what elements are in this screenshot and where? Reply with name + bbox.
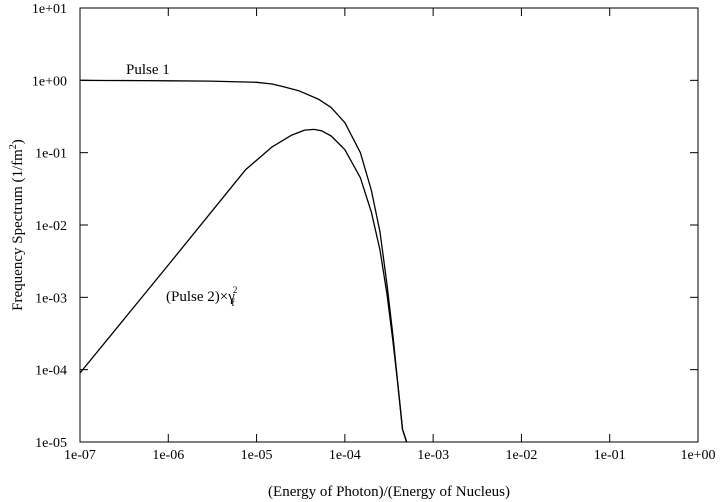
series-label-pulse-1: Pulse 1 xyxy=(126,62,170,78)
y-tick-label: 1e+00 xyxy=(32,74,67,89)
y-axis-title: Frequency Spectrum (1/fm2) xyxy=(8,139,26,311)
y-axis-title-main: Frequency Spectrum (1/fm xyxy=(10,149,26,311)
y-axis-title-sup: 2 xyxy=(8,144,19,149)
y-tick-label: 1e-04 xyxy=(35,364,67,379)
y-tick-label: 1e-02 xyxy=(35,219,67,234)
x-tick-label: 1e-03 xyxy=(417,448,449,463)
x-tick-label: 1e-06 xyxy=(152,448,184,463)
series-line-1 xyxy=(79,79,408,443)
x-tick-label: 1e-07 xyxy=(64,448,96,463)
y-tick-label: 1e-01 xyxy=(35,147,67,162)
series-label-pulse-2-sub: f xyxy=(231,298,235,309)
x-tick-label: 1e-02 xyxy=(505,448,537,463)
series-label-pulse-2: (Pulse 2)×γ2 f xyxy=(166,285,237,309)
x-axis-ticks: 1e-07 1e-06 1e-05 1e-04 1e-03 1e-02 1e-01 1e+00 xyxy=(64,8,716,463)
x-tick-label: 1e-05 xyxy=(241,448,273,463)
y-tick-label: 1e-03 xyxy=(35,291,67,306)
series-label-pulse-2-main: (Pulse 2)×γ xyxy=(166,289,235,305)
y-axis-title-close: ) xyxy=(10,139,26,144)
series-lines xyxy=(79,79,408,443)
series-label-pulse-2-sup: 2 xyxy=(233,285,238,295)
y-tick-label: 1e-05 xyxy=(35,436,67,451)
x-tick-label: 1e-01 xyxy=(594,448,626,463)
series-line-2 xyxy=(79,128,408,443)
y-tick-label: 1e+01 xyxy=(32,2,67,17)
plot-frame xyxy=(79,7,699,443)
x-axis-title: (Energy of Photon)/(Energy of Nucleus) xyxy=(268,484,510,500)
x-tick-label: 1e+00 xyxy=(680,448,715,463)
x-tick-label: 1e-04 xyxy=(329,448,361,463)
y-axis-ticks: 1e-05 1e-04 1e-03 1e-02 1e-01 1e+00 1e+01 xyxy=(32,2,698,451)
